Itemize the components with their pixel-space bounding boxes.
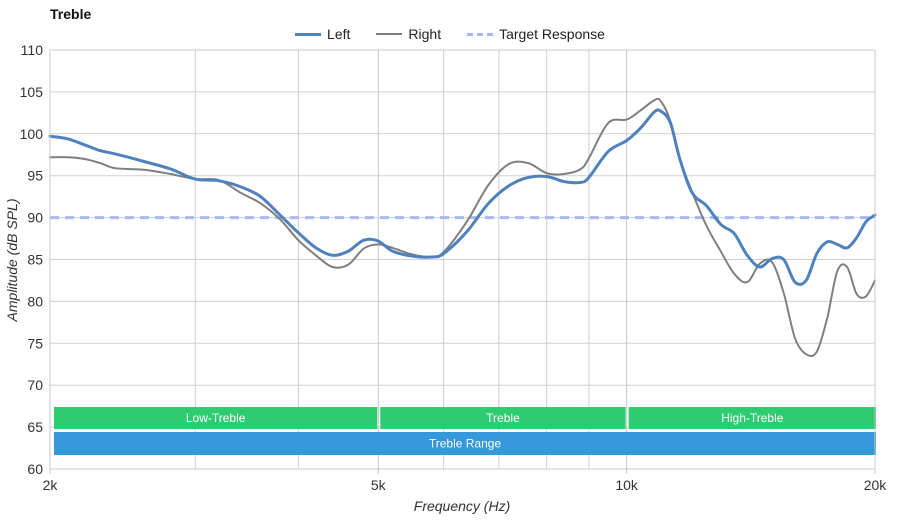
legend-swatch-target — [467, 32, 494, 36]
y-tick-label: 60 — [27, 461, 43, 477]
series-line-left — [48, 108, 877, 286]
legend-label-right: Right — [408, 26, 442, 42]
band-label: Low-Treble — [186, 411, 246, 425]
x-tick-label: 10k — [615, 477, 639, 493]
x-tick-label: 5k — [371, 477, 387, 493]
band-treble-range — [54, 432, 876, 455]
y-tick-label: 80 — [27, 293, 43, 309]
y-tick-label: 110 — [21, 42, 44, 58]
x-axis-title: Frequency (Hz) — [414, 498, 510, 514]
plot-border — [49, 49, 876, 470]
legend-item-target[interactable]: Target Response — [467, 26, 605, 42]
legend-item-left[interactable]: Left — [295, 26, 350, 42]
series-line-right — [49, 97, 876, 358]
x-tick-label: 2k — [43, 477, 59, 493]
chart-title: Treble — [50, 6, 92, 22]
band-label: High-Treble — [721, 411, 784, 425]
series — [48, 97, 877, 358]
y-tick-label: 85 — [27, 252, 43, 268]
y-tick-label: 75 — [27, 335, 43, 351]
axes: 60 65 70 75 80 85 90 95 100 105 110 2k 5k 10k 20k — [20, 42, 888, 493]
y-tick-label: 90 — [27, 210, 43, 226]
bands: Low-Treble Treble High-Treble Treble Range — [54, 407, 876, 455]
band-low-treble — [54, 407, 378, 429]
y-tick-label: 65 — [27, 419, 43, 435]
legend-swatch-right — [376, 33, 403, 35]
y-tick-label: 105 — [20, 84, 44, 100]
y-tick-label: 100 — [20, 126, 44, 142]
band-treble — [380, 407, 626, 429]
x-tick-label: 20k — [864, 477, 888, 493]
legend-swatch-left — [295, 32, 322, 36]
band-high-treble — [628, 407, 876, 429]
band-label: Treble — [486, 411, 520, 425]
y-tick-label: 95 — [27, 168, 43, 184]
legend-label-target: Target Response — [499, 26, 605, 42]
legend-label-left: Left — [327, 26, 351, 42]
legend-item-right[interactable]: Right — [376, 26, 441, 42]
band-label: Treble Range — [429, 437, 502, 451]
legend: Left Right Target Response — [0, 26, 900, 42]
y-tick-label: 70 — [27, 377, 43, 393]
y-axis-title: Amplitude (dB SPL) — [4, 199, 20, 323]
